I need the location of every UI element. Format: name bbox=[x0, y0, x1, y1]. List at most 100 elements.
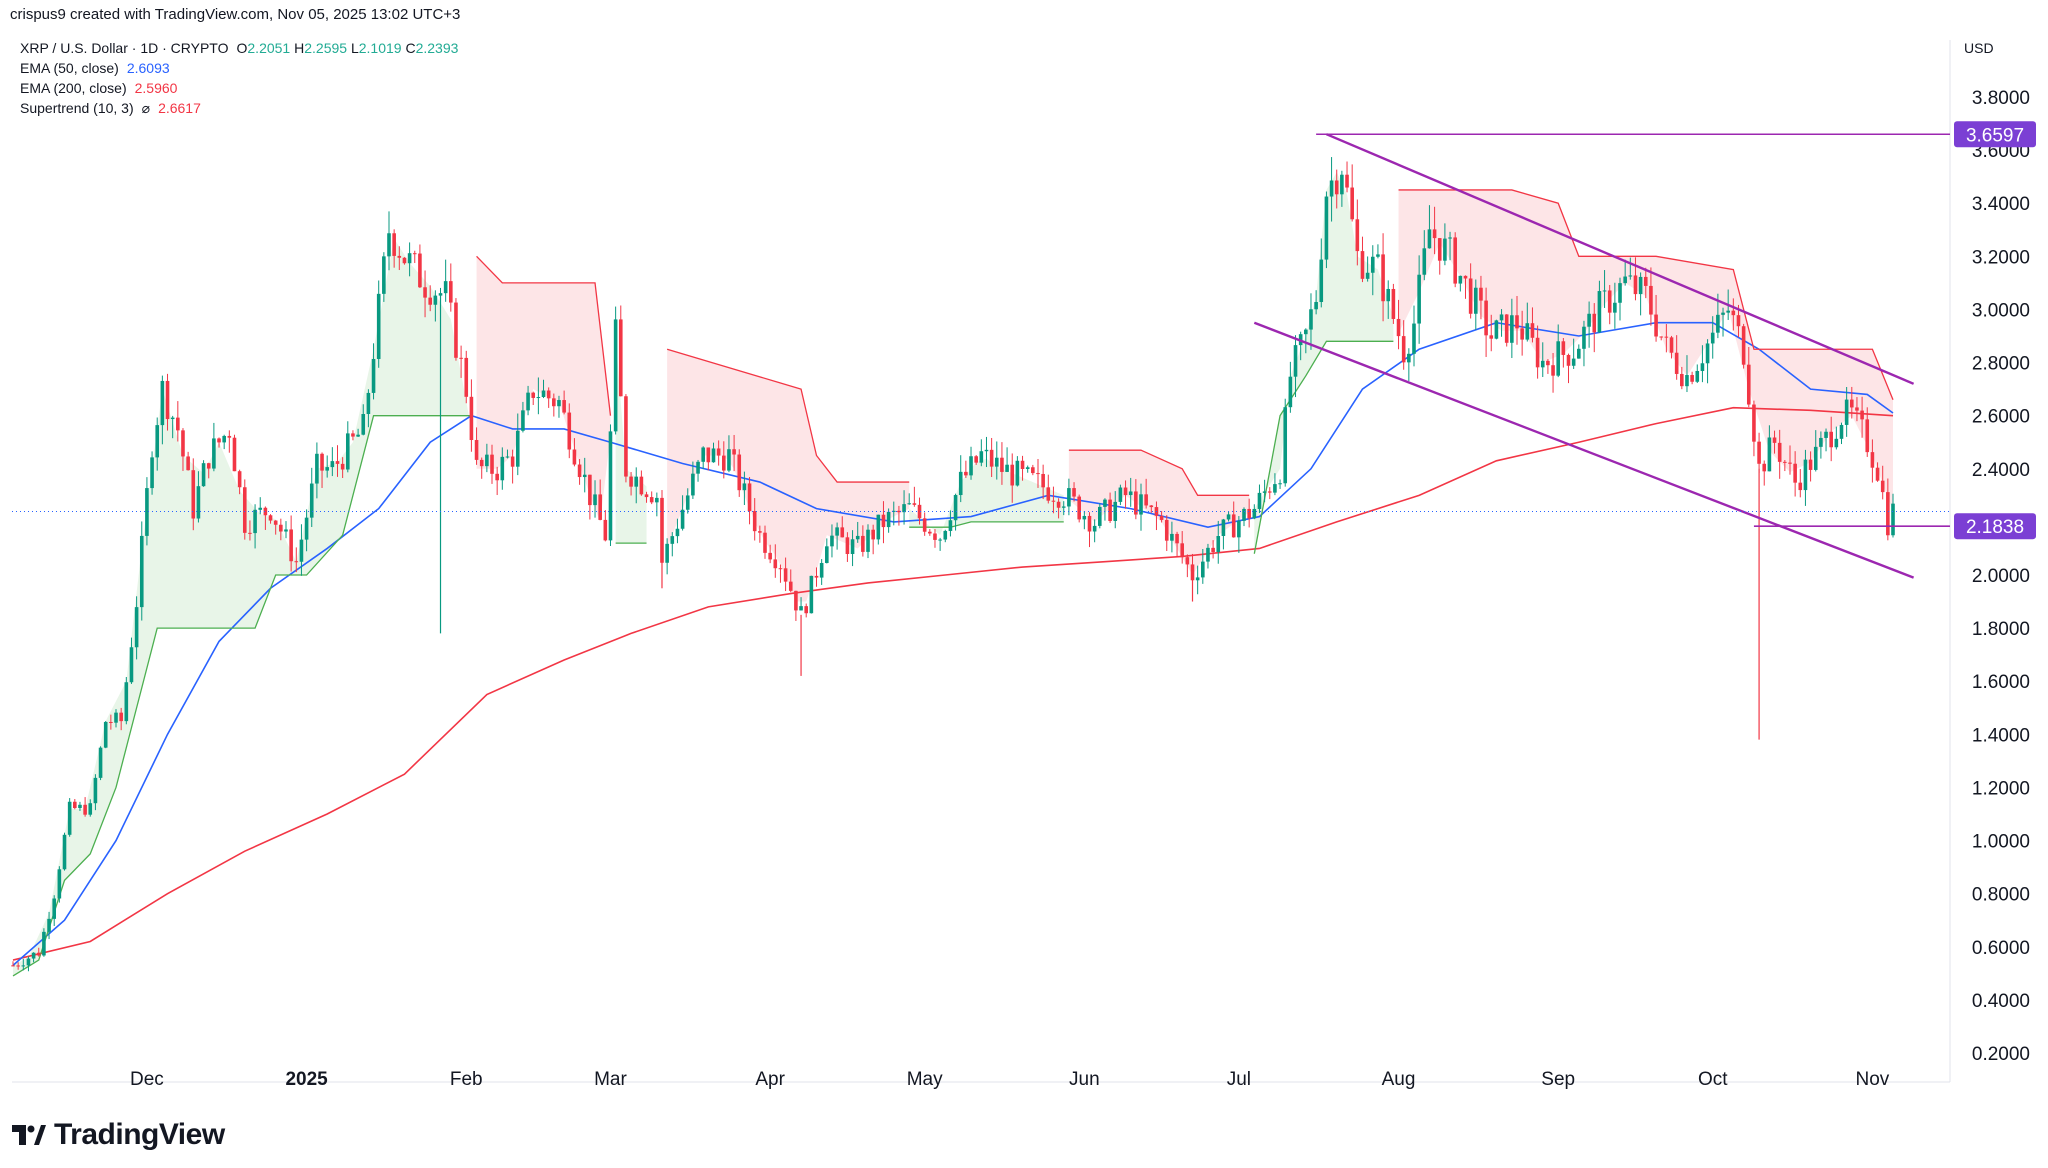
x-tick-label-nov: Nov bbox=[1855, 1069, 1889, 1090]
tradingview-logo[interactable]: TradingView bbox=[12, 1118, 225, 1152]
ema200-label: EMA (200, close) bbox=[20, 80, 127, 96]
candle-body bbox=[1329, 180, 1334, 197]
channel-upper-line bbox=[1325, 133, 1915, 385]
candle-body bbox=[1056, 501, 1061, 508]
candle-body bbox=[588, 474, 592, 506]
candle-body bbox=[479, 459, 484, 467]
candle-body bbox=[624, 396, 628, 477]
candle-body bbox=[1844, 399, 1849, 425]
candle-body bbox=[1334, 180, 1339, 195]
candle-body bbox=[794, 590, 798, 611]
candle-body bbox=[1010, 464, 1015, 486]
ema200-legend-row[interactable]: EMA (200, close) 2.5960 bbox=[20, 78, 458, 98]
symbol-row[interactable]: XRP / U.S. Dollar · 1D · CRYPTO O2.2051 … bbox=[20, 38, 458, 58]
candle-body bbox=[840, 527, 845, 538]
supertrend-down-line-1 bbox=[666, 348, 910, 483]
candle-body bbox=[552, 398, 556, 407]
candle-body bbox=[830, 535, 834, 547]
candle-body bbox=[1273, 484, 1277, 493]
candle-body bbox=[1808, 459, 1813, 470]
candle-body bbox=[1231, 514, 1236, 538]
candle-body bbox=[593, 494, 597, 506]
close-label: C bbox=[405, 40, 416, 56]
candle-body bbox=[1618, 283, 1622, 303]
candle-body bbox=[134, 607, 139, 648]
candle-body bbox=[1891, 503, 1895, 536]
candle-body bbox=[16, 965, 20, 967]
candle-body bbox=[953, 495, 958, 521]
candle-body bbox=[1458, 275, 1463, 284]
candle-body bbox=[1015, 460, 1020, 486]
candle-body bbox=[1304, 329, 1308, 335]
candle-body bbox=[315, 453, 319, 484]
candle-body bbox=[371, 358, 376, 393]
candle-body bbox=[1783, 461, 1787, 463]
x-tick-label-jun: Jun bbox=[1069, 1069, 1100, 1090]
candle-body bbox=[1046, 487, 1051, 501]
candle-body bbox=[1520, 328, 1524, 340]
candle-body bbox=[1144, 494, 1148, 506]
candle-body bbox=[1149, 505, 1154, 508]
candle-body bbox=[850, 539, 855, 555]
candle-body bbox=[1695, 371, 1700, 382]
supertrend-value: 2.6617 bbox=[158, 100, 201, 116]
candle-body bbox=[1113, 501, 1118, 521]
candle-body bbox=[768, 552, 772, 560]
candle-body bbox=[345, 433, 350, 470]
candle-body bbox=[613, 319, 618, 432]
ema50-legend-row[interactable]: EMA (50, close) 2.6093 bbox=[20, 58, 458, 78]
candle-body bbox=[933, 533, 937, 540]
candle-body bbox=[1716, 314, 1720, 333]
candle-body bbox=[861, 535, 865, 552]
y-tick-label-0: 3.8000 bbox=[1972, 88, 2030, 109]
supertrend-up-fill-1 bbox=[615, 336, 647, 544]
candle-body bbox=[1865, 419, 1870, 453]
candle-body bbox=[1546, 360, 1550, 366]
supertrend-legend-row[interactable]: Supertrend (10, 3) ⌀ 2.6617 bbox=[20, 98, 458, 118]
x-tick-label-2025: 2025 bbox=[285, 1069, 328, 1090]
candle-body bbox=[1350, 187, 1354, 220]
supertrend-up-line-2 bbox=[909, 521, 1064, 528]
candle-body bbox=[237, 471, 242, 488]
candle-body bbox=[799, 606, 803, 611]
candle-body bbox=[881, 514, 886, 528]
candle-body bbox=[1680, 373, 1684, 387]
candle-body bbox=[917, 504, 922, 519]
candle-body bbox=[1561, 341, 1566, 355]
candle-body bbox=[1360, 251, 1365, 279]
tradingview-logo-icon bbox=[12, 1125, 46, 1145]
candle-body bbox=[1628, 275, 1633, 277]
candle-body bbox=[1201, 561, 1205, 578]
candle-body bbox=[1401, 336, 1406, 363]
candle-body bbox=[176, 417, 180, 431]
candle-body bbox=[1577, 348, 1581, 359]
candle-body bbox=[1283, 407, 1288, 484]
candle-body bbox=[1108, 499, 1112, 521]
candle-body bbox=[644, 494, 649, 498]
candle-body bbox=[1164, 519, 1169, 541]
candle-body bbox=[902, 504, 906, 513]
candle-body bbox=[546, 390, 551, 399]
y-tick-label-9: 2.0000 bbox=[1972, 566, 2030, 587]
candle-body bbox=[129, 647, 134, 683]
close-value: 2.2393 bbox=[415, 40, 459, 56]
candle-body bbox=[1870, 452, 1875, 468]
candle-body bbox=[1643, 276, 1648, 286]
candle-body bbox=[83, 804, 87, 815]
candle-body bbox=[1386, 288, 1391, 302]
x-tick-label-may: May bbox=[907, 1069, 943, 1090]
candle-body bbox=[1669, 337, 1674, 353]
candle-body bbox=[1504, 314, 1509, 343]
candle-body bbox=[1690, 375, 1694, 382]
x-tick-label-oct: Oct bbox=[1698, 1069, 1728, 1090]
candle-body bbox=[670, 536, 675, 544]
candle-body bbox=[1000, 457, 1004, 472]
candle-body bbox=[201, 463, 206, 487]
candle-body bbox=[1772, 437, 1777, 443]
candle-body bbox=[1654, 314, 1658, 337]
currency-label[interactable]: USD bbox=[1964, 40, 1994, 56]
candle-body bbox=[1613, 302, 1617, 313]
candle-body bbox=[649, 497, 654, 503]
candle-body bbox=[212, 438, 216, 469]
